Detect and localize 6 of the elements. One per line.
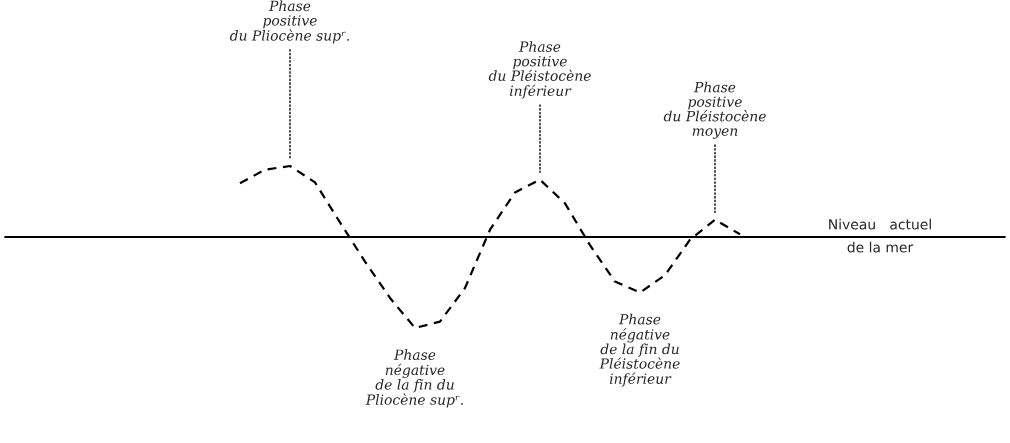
text: Phase positive du Pléistocène inférieur (488, 41, 591, 99)
text: Phase négative de la fin du Pliocène supʳ. (365, 349, 463, 408)
text: Phase positive du Pliocène supʳ. (229, 0, 350, 44)
text: Phase positive du Pléistocène moyen (663, 81, 766, 139)
ref-line-label: Niveau actuel de la mer (829, 218, 931, 253)
annotation: Phase négative de la fin du Pléistocène inférieur (599, 313, 680, 387)
